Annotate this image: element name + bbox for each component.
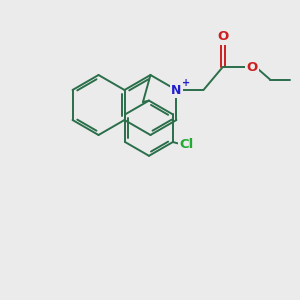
Text: O: O (217, 30, 228, 43)
Text: Cl: Cl (179, 138, 194, 151)
Text: N: N (171, 83, 182, 97)
Text: O: O (246, 61, 257, 74)
Text: +: + (182, 78, 190, 88)
